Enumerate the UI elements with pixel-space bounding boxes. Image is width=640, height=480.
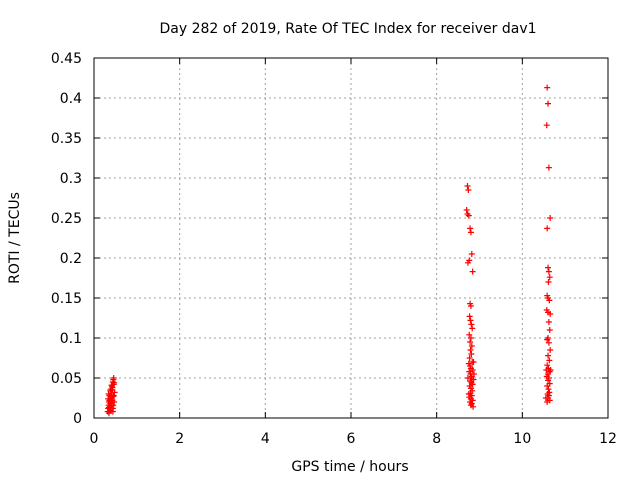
data-point bbox=[467, 229, 474, 236]
data-point bbox=[544, 84, 551, 91]
data-point bbox=[465, 212, 472, 219]
data-point bbox=[109, 408, 116, 415]
y-tick-label: 0.15 bbox=[51, 291, 82, 307]
data-point bbox=[545, 100, 552, 107]
data-point bbox=[107, 386, 114, 393]
data-point bbox=[464, 259, 471, 266]
data-point bbox=[545, 268, 552, 275]
data-point bbox=[546, 297, 553, 304]
grid-lines bbox=[94, 58, 608, 418]
data-point bbox=[463, 207, 470, 213]
data-point bbox=[468, 321, 475, 328]
data-point bbox=[470, 359, 477, 365]
data-point bbox=[545, 279, 552, 285]
data-point bbox=[547, 215, 554, 221]
data-point bbox=[466, 355, 473, 361]
x-tick-label: 10 bbox=[513, 431, 531, 447]
data-point bbox=[106, 407, 113, 414]
y-tick-label: 0.45 bbox=[51, 51, 82, 67]
data-point bbox=[545, 386, 552, 393]
data-point bbox=[110, 375, 117, 381]
x-tick-label: 12 bbox=[599, 431, 617, 447]
y-tick-label: 0.35 bbox=[51, 131, 82, 147]
data-point bbox=[470, 371, 477, 377]
y-tick-label: 0.2 bbox=[60, 251, 82, 267]
data-point bbox=[465, 391, 472, 397]
data-point bbox=[547, 311, 554, 317]
data-point bbox=[108, 382, 115, 389]
data-point bbox=[544, 336, 551, 343]
data-point bbox=[544, 383, 551, 389]
x-tick-label: 8 bbox=[432, 431, 441, 447]
chart-title: Day 282 of 2019, Rate Of TEC Index for r… bbox=[159, 21, 536, 37]
data-point bbox=[105, 404, 112, 411]
data-points bbox=[104, 84, 554, 417]
data-point bbox=[468, 343, 475, 349]
data-point bbox=[544, 225, 551, 232]
data-point bbox=[111, 389, 118, 396]
x-tick-label: 4 bbox=[261, 431, 270, 447]
axis-ticks: 0 2 4 6 8 10 12 0 0.05 0.1 0.15 0.2 0.25 0.3 0.35 0.4 0.… bbox=[51, 51, 617, 447]
data-point bbox=[468, 251, 475, 257]
data-point bbox=[547, 347, 554, 353]
data-point bbox=[465, 187, 472, 193]
data-point bbox=[547, 367, 554, 373]
data-point bbox=[544, 399, 551, 405]
data-point bbox=[467, 335, 474, 341]
data-point bbox=[469, 325, 476, 332]
data-point bbox=[545, 377, 552, 384]
data-point bbox=[467, 347, 474, 353]
y-tick-label: 0.4 bbox=[60, 91, 82, 107]
x-axis-label: GPS time / hours bbox=[291, 459, 408, 475]
data-point bbox=[546, 327, 553, 333]
data-point bbox=[464, 375, 471, 381]
data-point bbox=[464, 183, 471, 189]
data-point bbox=[546, 357, 553, 364]
data-point bbox=[470, 376, 477, 383]
data-point bbox=[469, 268, 476, 275]
data-point bbox=[470, 403, 477, 410]
data-point bbox=[542, 395, 549, 401]
data-point bbox=[467, 317, 474, 324]
x-tick-label: 0 bbox=[90, 431, 99, 447]
data-point bbox=[544, 362, 551, 369]
data-point bbox=[467, 303, 474, 309]
data-point bbox=[466, 313, 473, 320]
y-tick-label: 0.1 bbox=[60, 331, 82, 347]
data-point bbox=[110, 393, 117, 400]
data-point bbox=[545, 352, 552, 359]
x-tick-label: 2 bbox=[175, 431, 184, 447]
data-point bbox=[467, 225, 474, 232]
y-tick-label: 0.25 bbox=[51, 211, 82, 227]
data-point bbox=[543, 122, 550, 129]
x-tick-label: 6 bbox=[347, 431, 356, 447]
data-point bbox=[467, 339, 474, 345]
y-tick-label: 0 bbox=[73, 411, 82, 427]
data-point bbox=[545, 164, 552, 171]
data-point bbox=[110, 402, 117, 409]
data-point bbox=[545, 264, 552, 271]
y-tick-label: 0.3 bbox=[60, 171, 82, 187]
data-point bbox=[546, 274, 553, 281]
data-point bbox=[109, 397, 116, 404]
data-point bbox=[466, 331, 473, 338]
data-point bbox=[545, 319, 552, 325]
data-point bbox=[468, 351, 475, 357]
y-axis-label: ROTI / TECUs bbox=[7, 192, 23, 284]
data-point bbox=[545, 339, 552, 346]
data-point bbox=[469, 367, 476, 373]
y-tick-label: 0.05 bbox=[51, 371, 82, 387]
